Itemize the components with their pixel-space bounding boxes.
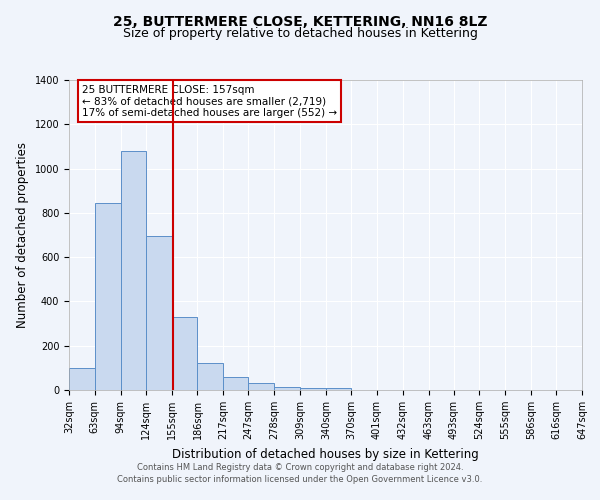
Bar xyxy=(197,364,223,390)
Bar xyxy=(121,151,146,390)
X-axis label: Distribution of detached houses by size in Kettering: Distribution of detached houses by size … xyxy=(172,448,479,460)
Text: Contains public sector information licensed under the Open Government Licence v3: Contains public sector information licen… xyxy=(118,475,482,484)
Text: Contains HM Land Registry data © Crown copyright and database right 2024.: Contains HM Land Registry data © Crown c… xyxy=(137,464,463,472)
Bar xyxy=(300,388,326,390)
Bar xyxy=(274,386,300,390)
Y-axis label: Number of detached properties: Number of detached properties xyxy=(16,142,29,328)
Bar xyxy=(248,384,274,390)
Text: 25 BUTTERMERE CLOSE: 157sqm
← 83% of detached houses are smaller (2,719)
17% of : 25 BUTTERMERE CLOSE: 157sqm ← 83% of det… xyxy=(82,84,337,118)
Text: 25, BUTTERMERE CLOSE, KETTERING, NN16 8LZ: 25, BUTTERMERE CLOSE, KETTERING, NN16 8L… xyxy=(113,15,487,29)
Bar xyxy=(95,203,121,390)
Bar xyxy=(326,388,351,390)
Bar xyxy=(172,317,197,390)
Bar xyxy=(146,236,172,390)
Text: Size of property relative to detached houses in Kettering: Size of property relative to detached ho… xyxy=(122,28,478,40)
Bar xyxy=(69,368,95,390)
Bar xyxy=(223,376,248,390)
